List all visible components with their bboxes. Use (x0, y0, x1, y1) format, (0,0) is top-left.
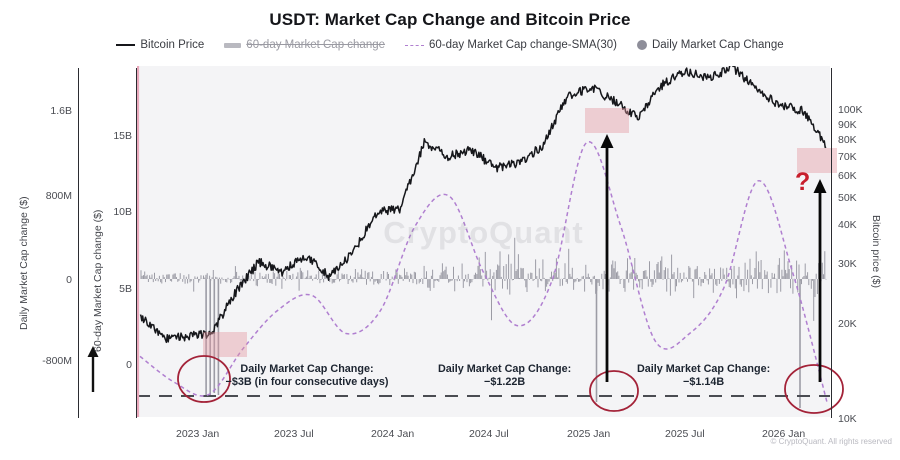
right-axis-tick: 80K (838, 134, 857, 146)
solid-line-icon (116, 44, 136, 46)
callout-arrow-2026jan (813, 179, 827, 382)
plot-svg (137, 66, 830, 417)
legend-item-daily-market-cap-change[interactable]: Daily Market Cap Change (636, 39, 784, 51)
red-circle-2023jan (177, 355, 231, 403)
annotation-114b: Daily Market Cap Change: −$1.14B (637, 363, 770, 390)
highlight-box-2025jan (585, 108, 629, 133)
annotation-3b: Daily Market Cap Change: −$3B (in four c… (222, 363, 392, 390)
dashed-line-icon (405, 44, 425, 46)
annotation-line2: −$1.14B (683, 376, 725, 389)
right-axis-tick: 100K (838, 104, 863, 116)
right-axis-spine (831, 68, 833, 418)
right-axis-title: Bitcoin price ($) (870, 215, 882, 288)
right-axis-tick: 60K (838, 170, 857, 182)
right-axis-tick: 90K (838, 119, 857, 131)
x-axis-tick: 2024 Jul (469, 428, 509, 440)
annotation-line1: Daily Market Cap Change: (438, 363, 572, 375)
x-axis-tick: 2023 Jul (274, 428, 314, 440)
red-circle-2026jan (784, 364, 844, 414)
x-axis-tick: 2024 Jan (371, 428, 415, 440)
left-outer-tick: 0 (66, 274, 72, 286)
plot-area (137, 66, 830, 417)
left-outer-axis-title: Daily Market Cap change ($) (18, 196, 30, 330)
annotation-line1: Daily Market Cap Change: (637, 363, 771, 375)
x-axis-tick: 2023 Jan (176, 428, 220, 440)
legend-label: Bitcoin Price (140, 39, 205, 51)
legend-item-bitcoin-price[interactable]: Bitcoin Price (116, 39, 204, 51)
x-axis-tick: 2025 Jul (665, 428, 705, 440)
legend-item-60day-market-cap-change[interactable]: 60-day Market Cap change (224, 39, 385, 51)
annotation-line2: −$1.22B (484, 376, 526, 389)
chart-legend: Bitcoin Price 60-day Market Cap change 6… (0, 39, 900, 51)
highlight-box-2026jan (797, 148, 837, 173)
annotation-122b: Daily Market Cap Change: −$1.22B (438, 363, 571, 390)
copyright-text: © CryptoQuant. All rights reserved (770, 437, 893, 446)
legend-label: 60-day Market Cap change-SMA(30) (429, 39, 617, 51)
right-axis-tick: 10K (838, 413, 857, 425)
left-inner-axis-spine (136, 68, 138, 418)
right-axis-tick: 20K (838, 318, 857, 330)
left-outer-tick: 1.6B (50, 105, 72, 117)
left-axis-up-arrow-icon (87, 346, 99, 392)
right-axis-tick: 40K (838, 219, 857, 231)
sma30-series-line (139, 141, 828, 403)
left-inner-tick: 0 (126, 359, 132, 371)
bitcoin-price-series-line (139, 66, 827, 344)
question-mark-annotation: ? (795, 168, 811, 196)
highlight-box-2023jan (203, 332, 247, 357)
chart-title: USDT: Market Cap Change and Bitcoin Pric… (269, 10, 631, 29)
x-axis-tick: 2026 Jan (762, 428, 806, 440)
annotation-line1: Daily Market Cap Change: (240, 363, 374, 375)
red-circle-2025jan (589, 370, 639, 412)
right-axis-tick: 30K (838, 258, 857, 270)
left-outer-tick: 800M (45, 190, 72, 202)
callout-arrow-2025jan (600, 134, 614, 382)
thick-bar-icon (224, 42, 242, 48)
left-inner-tick: 15B (113, 130, 132, 142)
left-inner-tick: 5B (119, 283, 132, 295)
left-outer-axis-spine (78, 68, 80, 418)
left-inner-axis-title: 60-day Market Cap change ($) (92, 209, 104, 352)
left-outer-tick: -800M (42, 355, 72, 367)
legend-item-60day-sma30[interactable]: 60-day Market Cap change-SMA(30) (405, 39, 617, 51)
x-axis-tick: 2025 Jan (567, 428, 611, 440)
annotation-line2: −$3B (in four consecutive days) (225, 376, 389, 389)
legend-label: Daily Market Cap Change (651, 39, 784, 51)
legend-label: 60-day Market Cap change (246, 39, 386, 51)
right-axis-tick: 70K (838, 151, 857, 163)
dot-icon (636, 40, 647, 50)
right-axis-tick: 50K (838, 192, 857, 204)
left-inner-tick: 10B (113, 206, 132, 218)
